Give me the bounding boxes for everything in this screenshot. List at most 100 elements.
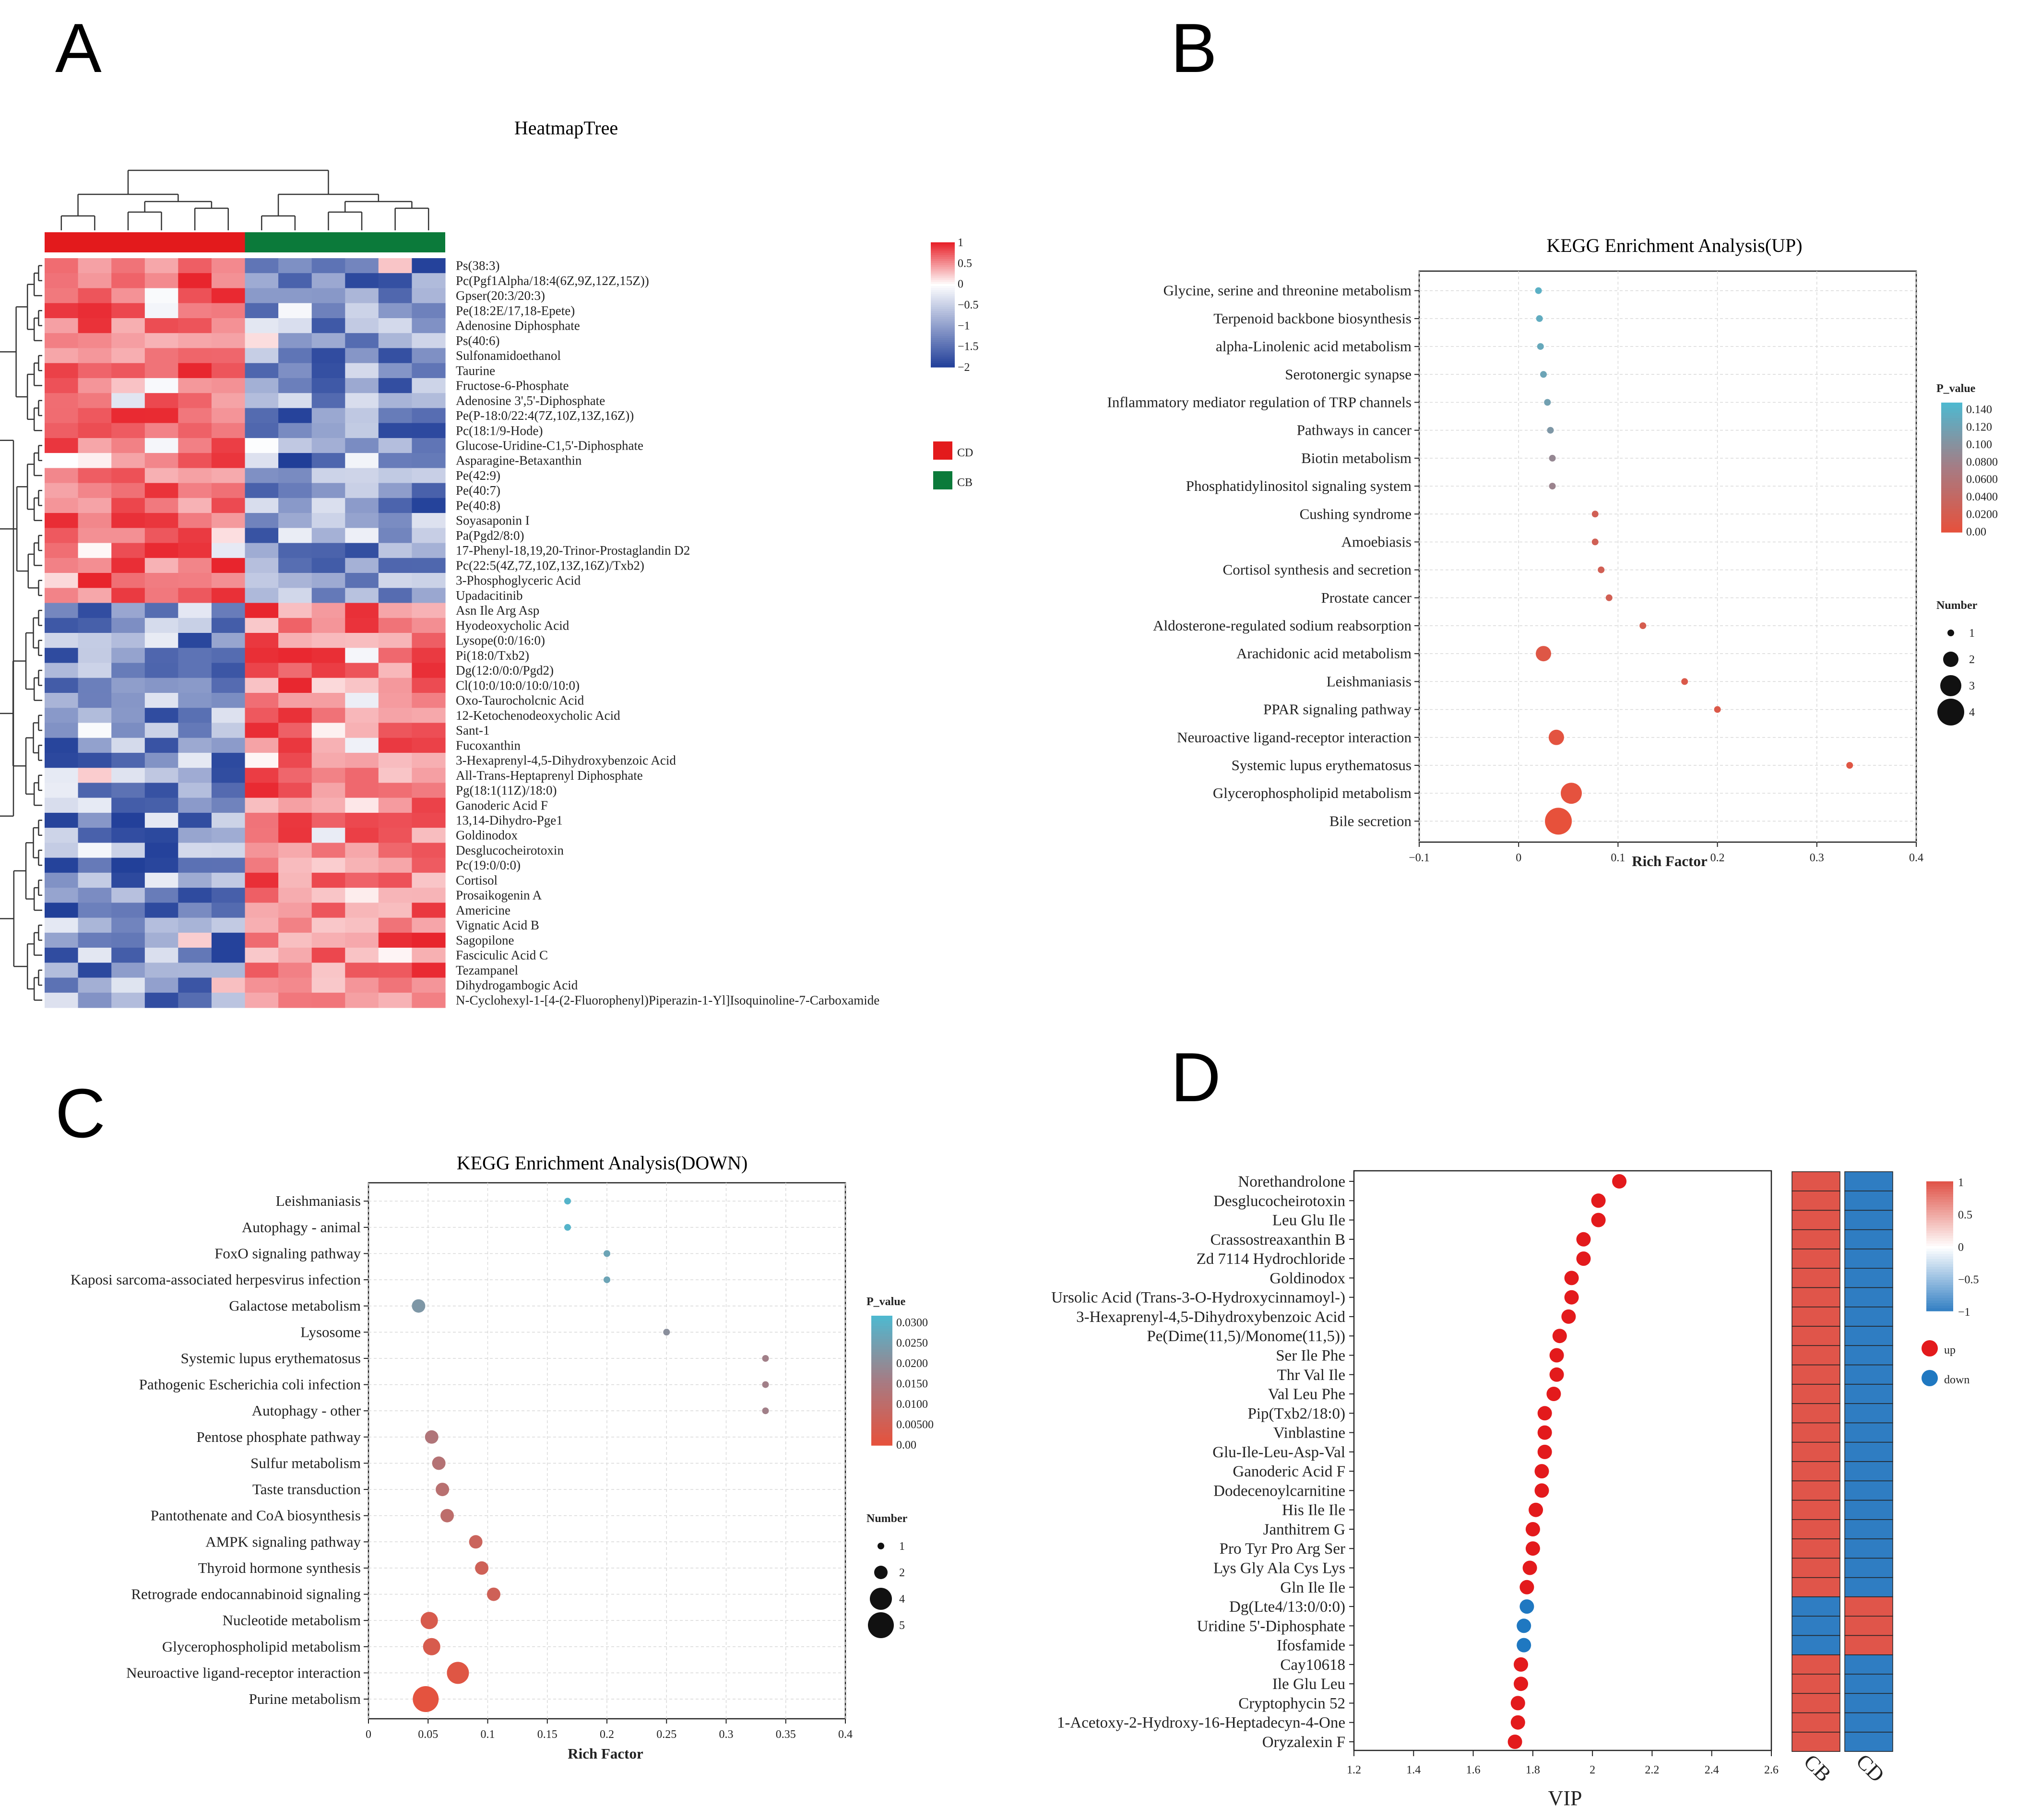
heatmap-cell [345,543,379,559]
heatmap-cell [144,857,178,873]
heatmap-cell [178,588,212,604]
x-tick-label: 0.2 [600,1728,614,1741]
colorbar-step [1941,418,1962,421]
colorbar-tick-label: 0.0300 [896,1317,928,1329]
heatmap-cell [245,498,279,513]
heatmap-row-label: Pe(40:8) [456,499,500,513]
heatmap-cell [378,812,412,828]
heatmap-cell [211,363,246,379]
panel-label-c: C [55,1074,106,1152]
colorbar-step [1941,444,1962,447]
heatmap-cell [78,917,112,933]
heatmap-row-label: Upadacitinib [456,588,522,603]
category-label: Cay10618 [1280,1656,1345,1674]
heat-cell [1792,1229,1840,1249]
heatmap-row-label: Goldinodox [456,828,518,843]
heatmap-cell [78,318,112,333]
x-tick-label: 2 [1590,1764,1595,1776]
heatmap-cell [412,903,446,918]
heatmap-row-label: Pe(40:7) [456,483,500,498]
heat-cell [1792,1422,1840,1443]
heatmap-cell [45,843,79,858]
heatmap-cell [144,708,178,723]
heatmap-row-label: Pa(Pgd2/8:0) [456,528,524,543]
heatmap-cell [311,857,345,873]
heat-cell [1792,1674,1840,1694]
data-point [1536,315,1543,322]
category-label: Systemic lupus erythematosus [1232,757,1412,773]
heatmap-cell [178,963,212,978]
heat-cell [1792,1441,1840,1462]
heatmap-cell [211,318,246,333]
heatmap-cell [45,453,79,468]
kegg-up-legends: P_value 0.140 0.120 0.100 0.0800 0.0600 0.0400… [1936,382,1998,726]
heatmap-cell [111,573,145,588]
colorbar-step [1926,1189,1953,1192]
heatmap-row-label: Pe(42:9) [456,468,500,483]
heat-cell [1844,1558,1893,1578]
colorbar-step [871,1437,892,1440]
heatmap-cell [345,633,379,648]
size-legend-dot [868,1612,894,1638]
heatmap-cell [111,528,145,544]
size-legend-dot [1940,675,1961,696]
heat-cell [1844,1538,1893,1559]
heatmap-cell [378,708,412,723]
category-label: Phosphatidylinositol signaling system [1186,477,1412,494]
heatmap-cell [144,872,178,888]
data-point [1545,808,1572,835]
data-point [762,1355,769,1362]
heatmap-cell [211,752,246,768]
colorbar-step [1941,506,1962,510]
data-point [1537,1406,1552,1421]
heatmap-cell [311,468,345,484]
data-point [1534,1464,1549,1479]
heatmap-cell [378,857,412,873]
heatmap-cell [245,678,279,693]
heatmap-cell [78,468,112,484]
heatmap-cell [245,708,279,723]
colorbar-step [871,1320,892,1324]
colorbar-step [1941,475,1962,478]
heatmap-cell [144,992,178,1008]
heatmap-cell [144,603,178,619]
colorbar-tick-label: 0.00500 [896,1419,934,1431]
data-point [1714,706,1721,713]
heatmap-cell [378,318,412,333]
colorbar-step [931,298,955,301]
category-label: Pantothenate and CoA biosynthesis [151,1507,361,1524]
data-point [1540,371,1547,378]
colorbar-step [871,1385,892,1389]
category-label: Lysosome [300,1323,361,1340]
heatmap-cell [311,318,345,333]
heatmap-cell [45,932,79,948]
heatmap-cell [211,348,246,364]
heatmap-cell [111,438,145,453]
heatmap-row-label: Asn Ile Arg Asp [456,603,539,618]
heatmap-cell [245,857,279,873]
heatmap-cell [178,618,212,633]
colorbar-tick-label: 0.0250 [896,1337,928,1350]
heatmap-cell [245,453,279,468]
heatmap-row-label: Adenosine 3',5'-Diphosphate [456,393,605,408]
heatmap-cell [412,588,446,604]
data-point [1536,646,1551,662]
heatmap-cell [178,917,212,933]
heatmap-cell [245,977,279,993]
colorbar-step [1926,1308,1953,1311]
heatmap-cell [45,438,79,453]
heatmap-cell [78,828,112,843]
heatmap-cell [211,828,246,843]
heatmap-cell [144,498,178,513]
category-label: 1-Acetoxy-2-Hydroxy-16-Heptadecyn-4-One [1057,1714,1345,1732]
heat-cell [1792,1577,1840,1597]
heat-cell [1844,1307,1893,1327]
heatmap-cell [245,663,279,678]
heatmap-cell [78,528,112,544]
heatmap-cell [111,513,145,528]
data-point [420,1612,438,1630]
heatmap-cell [278,318,312,333]
heatmap-cell [378,843,412,858]
legend-swatch [933,441,952,460]
data-point [564,1198,571,1205]
